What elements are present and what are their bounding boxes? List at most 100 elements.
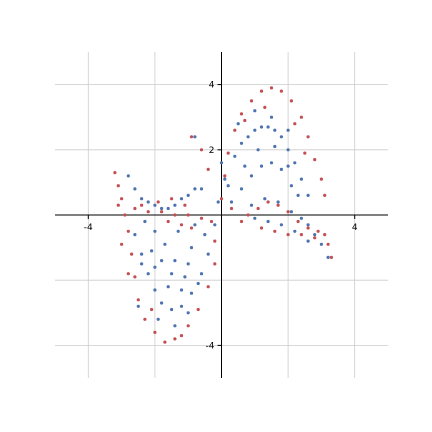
scatter-point	[329, 255, 333, 259]
scatter-point	[306, 223, 310, 227]
scatter-point	[229, 200, 234, 204]
scatter-point	[130, 252, 134, 256]
scatter-point	[150, 307, 154, 312]
y-tick-label: -4	[206, 341, 215, 351]
scatter-point	[140, 197, 144, 201]
scatter-point	[116, 184, 120, 188]
scatter-point	[213, 239, 217, 243]
scatter-point	[296, 193, 300, 197]
scatter-point	[136, 298, 140, 302]
scatter-point	[289, 210, 293, 214]
scatter-point	[263, 105, 267, 109]
scatter-point	[126, 229, 130, 233]
scatter-point	[226, 151, 230, 155]
scatter-point	[236, 122, 240, 126]
scatter-point	[289, 99, 293, 103]
scatter-point	[173, 324, 177, 328]
scatter-point	[249, 203, 254, 207]
scatter-point	[140, 203, 144, 207]
scatter-point	[179, 334, 184, 338]
scatter-point	[189, 135, 194, 139]
scatter-point	[219, 197, 224, 201]
scatter-point	[279, 167, 283, 171]
scatter-point	[223, 177, 227, 181]
scatter-point	[126, 174, 130, 178]
scatter-point	[183, 203, 187, 207]
scatter-point	[316, 229, 320, 233]
scatter-point	[293, 122, 297, 126]
scatter-point	[233, 128, 237, 132]
scatter-point	[199, 148, 204, 152]
scatter-point	[266, 125, 270, 129]
scatter-point	[186, 193, 190, 197]
scatter-point	[163, 242, 167, 246]
scatter-point	[193, 135, 197, 139]
x-tick-label: -4	[84, 223, 93, 233]
scatter-point	[303, 151, 307, 155]
scatter-point	[249, 174, 254, 178]
scatter-point	[153, 229, 157, 233]
scatter-point	[299, 233, 303, 237]
scatter-point	[186, 311, 190, 315]
scatter-point	[186, 324, 190, 328]
x-tick-label: 4	[352, 223, 358, 233]
scatter-point	[253, 128, 257, 132]
scatter-point	[173, 337, 177, 341]
scatter-point	[176, 229, 180, 233]
scatter-point	[286, 128, 290, 132]
scatter-point	[146, 272, 150, 276]
scatter-point	[153, 203, 157, 207]
scatter-point	[263, 197, 267, 201]
scatter-point	[243, 164, 247, 168]
scatter-point	[136, 304, 140, 308]
scatter-series-0	[126, 109, 330, 328]
scatter-point	[306, 239, 310, 243]
scatter-point	[319, 242, 323, 246]
scatter-point	[156, 200, 160, 204]
scatter-point	[160, 301, 164, 305]
scatter-point	[233, 154, 237, 158]
scatter-point	[306, 135, 310, 139]
scatter-point	[166, 285, 170, 289]
scatter-point	[179, 223, 184, 227]
scatter-point	[286, 233, 290, 237]
scatter-point	[313, 158, 317, 162]
scatter-point	[160, 210, 164, 214]
scatter-point	[223, 174, 227, 178]
scatter-point	[253, 216, 257, 220]
scatter-point	[153, 265, 157, 269]
scatter-point	[259, 226, 264, 230]
scatter-point	[199, 272, 204, 276]
scatter-point	[239, 187, 244, 191]
scatter-point	[143, 219, 147, 224]
scatter-point	[313, 236, 317, 240]
scatter-point	[256, 148, 260, 152]
scatter-point	[306, 226, 310, 230]
scatter-point	[140, 252, 144, 256]
scatter-point	[163, 340, 167, 344]
scatter-point	[179, 304, 184, 308]
scatter-point	[170, 197, 174, 201]
scatter-point	[276, 200, 280, 204]
scatter-point	[319, 177, 323, 181]
scatter-point	[173, 259, 177, 263]
scatter-point	[293, 161, 297, 165]
scatter-point	[170, 307, 174, 312]
scatter-point	[273, 229, 277, 233]
chart-tick-labels: -4 4 -4 2 4	[84, 81, 358, 352]
scatter-point	[269, 161, 274, 165]
scatter-point	[276, 203, 280, 207]
scatter-point	[299, 216, 303, 220]
scatter-point	[186, 213, 190, 217]
scatter-point	[183, 275, 187, 279]
scatter-point	[206, 252, 210, 256]
scatter-point	[133, 233, 137, 237]
scatter-point	[153, 330, 157, 334]
scatter-point	[259, 89, 264, 93]
scatter-point	[249, 99, 254, 103]
scatter-point	[160, 206, 164, 211]
scatter-point	[213, 262, 217, 266]
scatter-point	[196, 307, 200, 312]
scatter-point	[313, 233, 317, 237]
scatter-point	[189, 246, 194, 250]
